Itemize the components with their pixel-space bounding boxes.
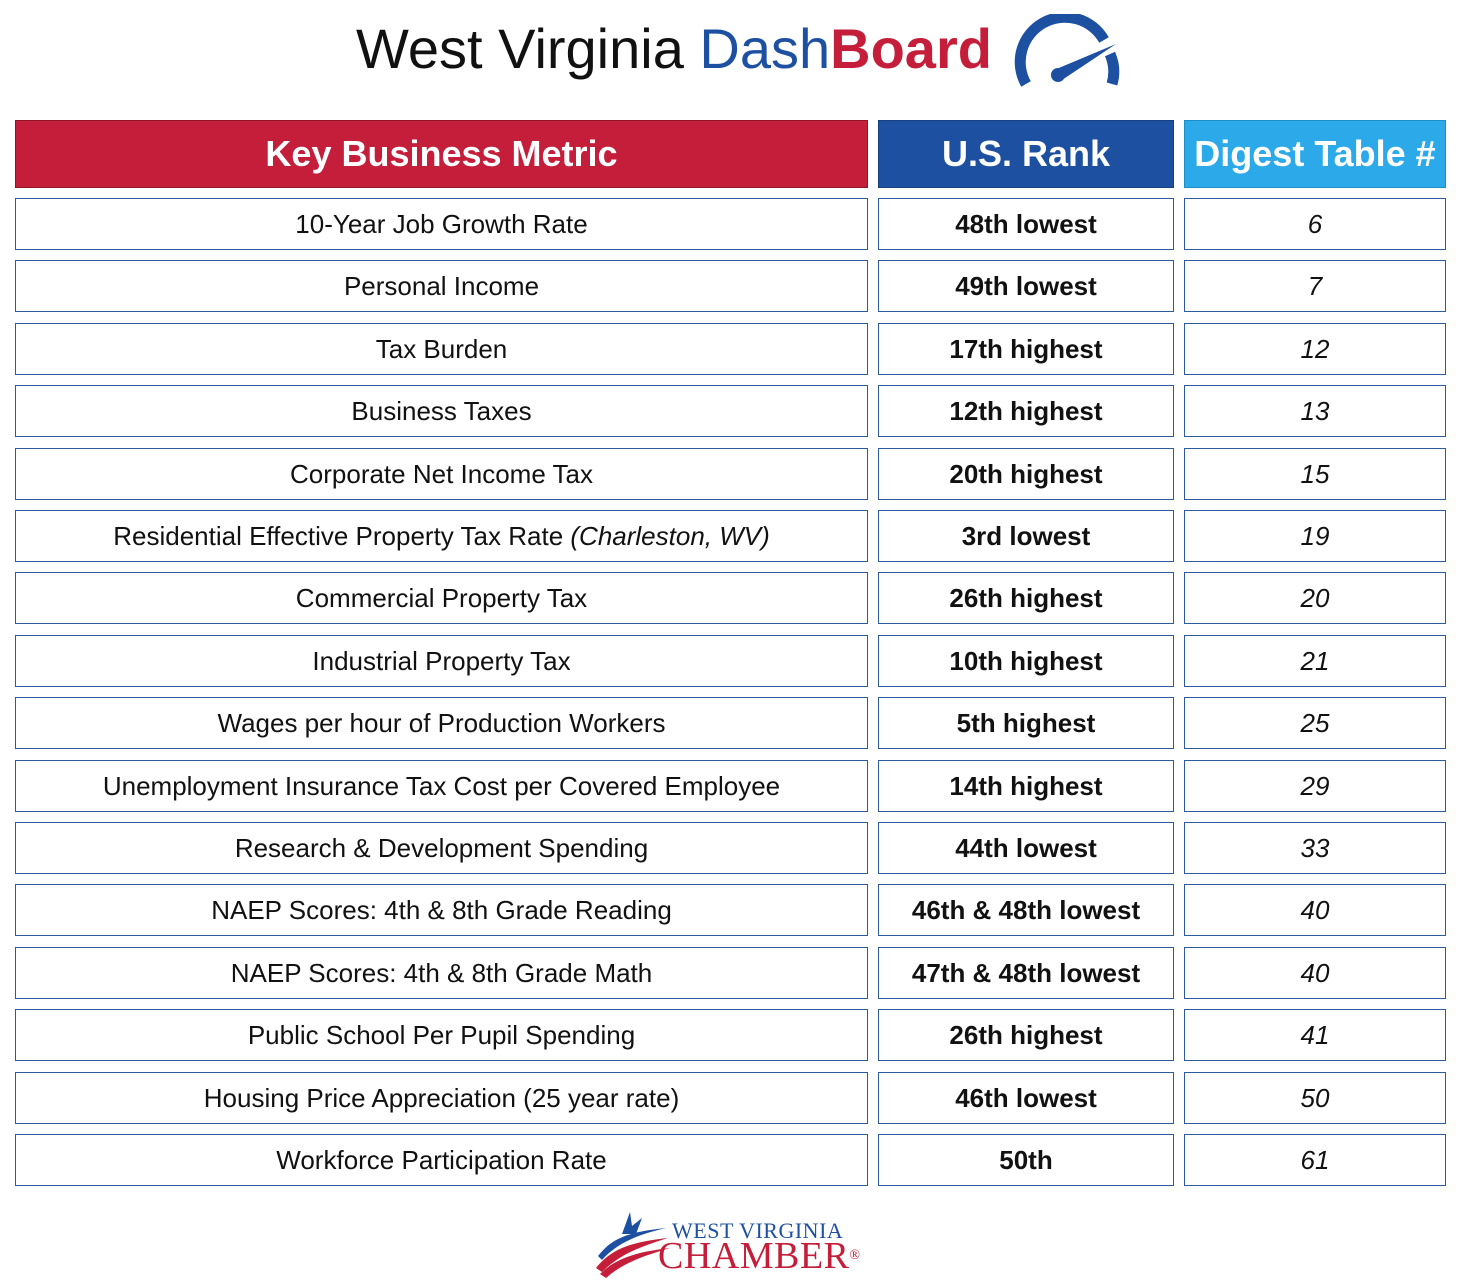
metric-label: Wages per hour of Production Workers bbox=[217, 707, 666, 738]
chamber-logo: WEST VIRGINIA CHAMBER® bbox=[592, 1208, 872, 1278]
rank-cell: 49th lowest bbox=[878, 260, 1174, 312]
rank-cell: 50th bbox=[878, 1134, 1174, 1186]
digest-table-cell: 61 bbox=[1184, 1134, 1446, 1186]
table-row: Residential Effective Property Tax Rate … bbox=[15, 510, 1446, 562]
logo-registered-mark: ® bbox=[849, 1248, 861, 1263]
metric-label: NAEP Scores: 4th & 8th Grade Math bbox=[230, 957, 653, 988]
metric-label: Personal Income bbox=[343, 270, 540, 301]
digest-table-cell: 25 bbox=[1184, 697, 1446, 749]
metric-cell: 10-Year Job Growth Rate bbox=[15, 198, 868, 250]
page-title: West Virginia DashBoard bbox=[356, 14, 992, 84]
rank-cell: 12th highest bbox=[878, 385, 1174, 437]
table-row: Wages per hour of Production Workers 5th … bbox=[15, 697, 1446, 749]
header-rank: U.S. Rank bbox=[878, 120, 1174, 188]
table-row: NAEP Scores: 4th & 8th Grade Reading 46th… bbox=[15, 884, 1446, 936]
rank-cell: 26th highest bbox=[878, 572, 1174, 624]
rank-cell: 48th lowest bbox=[878, 198, 1174, 250]
metric-label: Industrial Property Tax bbox=[312, 645, 571, 676]
digest-table-cell: 41 bbox=[1184, 1009, 1446, 1061]
table-row: Workforce Participation Rate 50th 61 bbox=[15, 1134, 1446, 1186]
header-digest-table: Digest Table # bbox=[1184, 120, 1446, 188]
rank-cell: 20th highest bbox=[878, 448, 1174, 500]
metric-cell: Workforce Participation Rate bbox=[15, 1134, 868, 1186]
digest-table-cell: 33 bbox=[1184, 822, 1446, 874]
table-row: Business Taxes 12th highest 13 bbox=[15, 385, 1446, 437]
metric-label: Research & Development Spending bbox=[234, 832, 649, 863]
rank-cell: 14th highest bbox=[878, 760, 1174, 812]
digest-table-cell: 15 bbox=[1184, 448, 1446, 500]
title-state: West Virginia bbox=[356, 17, 684, 80]
logo-chamber: CHAMBER® bbox=[658, 1236, 861, 1276]
digest-table-cell: 13 bbox=[1184, 385, 1446, 437]
metric-label: Workforce Participation Rate bbox=[276, 1144, 607, 1175]
metric-label: Unemployment Insurance Tax Cost per Cove… bbox=[102, 770, 781, 801]
metric-label: Residential Effective Property Tax Rate bbox=[113, 520, 564, 551]
logo-chamber-text: CHAMBER bbox=[658, 1235, 850, 1277]
table-row: Corporate Net Income Tax 20th highest 15 bbox=[15, 448, 1446, 500]
metric-cell: Housing Price Appreciation (25 year rate… bbox=[15, 1072, 868, 1124]
metric-cell: Residential Effective Property Tax Rate … bbox=[15, 510, 868, 562]
header-metric: Key Business Metric bbox=[15, 120, 868, 188]
table-row: Tax Burden 17th highest 12 bbox=[15, 323, 1446, 375]
table-row: NAEP Scores: 4th & 8th Grade Math 47th & … bbox=[15, 947, 1446, 999]
metric-cell: Industrial Property Tax bbox=[15, 635, 868, 687]
rank-cell: 26th highest bbox=[878, 1009, 1174, 1061]
digest-table-cell: 21 bbox=[1184, 635, 1446, 687]
table-row: Commercial Property Tax 26th highest 20 bbox=[15, 572, 1446, 624]
rank-cell: 3rd lowest bbox=[878, 510, 1174, 562]
metric-label: Tax Burden bbox=[375, 333, 508, 364]
title-bar: West Virginia DashBoard bbox=[0, 8, 1463, 92]
logo-west-virginia: WEST VIRGINIA bbox=[672, 1218, 844, 1243]
metric-label: Public School Per Pupil Spending bbox=[247, 1019, 636, 1050]
digest-table-cell: 6 bbox=[1184, 198, 1446, 250]
flag-swoosh-icon bbox=[596, 1212, 670, 1278]
title-board: Board bbox=[830, 17, 992, 80]
rank-cell: 46th lowest bbox=[878, 1072, 1174, 1124]
digest-table-cell: 20 bbox=[1184, 572, 1446, 624]
rank-cell: 44th lowest bbox=[878, 822, 1174, 874]
digest-table-cell: 40 bbox=[1184, 947, 1446, 999]
digest-table-cell: 7 bbox=[1184, 260, 1446, 312]
metric-cell: NAEP Scores: 4th & 8th Grade Reading bbox=[15, 884, 868, 936]
metric-label: 10-Year Job Growth Rate bbox=[295, 208, 588, 239]
digest-table-cell: 19 bbox=[1184, 510, 1446, 562]
table-row: Personal Income 49th lowest 7 bbox=[15, 260, 1446, 312]
metric-note: (Charleston, WV) bbox=[570, 520, 770, 551]
metric-cell: Wages per hour of Production Workers bbox=[15, 697, 868, 749]
table-header: Key Business Metric U.S. Rank Digest Tab… bbox=[15, 120, 1446, 188]
metric-cell: Research & Development Spending bbox=[15, 822, 868, 874]
table-row: Research & Development Spending 44th lowe… bbox=[15, 822, 1446, 874]
rank-cell: 17th highest bbox=[878, 323, 1174, 375]
table-row: Industrial Property Tax 10th highest 21 bbox=[15, 635, 1446, 687]
speedometer-gauge-icon bbox=[1014, 14, 1120, 87]
metric-cell: Public School Per Pupil Spending bbox=[15, 1009, 868, 1061]
metric-cell: Unemployment Insurance Tax Cost per Cove… bbox=[15, 760, 868, 812]
title-dash: Dash bbox=[699, 17, 831, 80]
rank-cell: 10th highest bbox=[878, 635, 1174, 687]
metric-label: Commercial Property Tax bbox=[295, 582, 588, 613]
metric-cell: Personal Income bbox=[15, 260, 868, 312]
metric-label: Business Taxes bbox=[351, 395, 532, 426]
table-row: 10-Year Job Growth Rate 48th lowest 6 bbox=[15, 198, 1446, 250]
digest-table-cell: 29 bbox=[1184, 760, 1446, 812]
digest-table-cell: 40 bbox=[1184, 884, 1446, 936]
table-row: Unemployment Insurance Tax Cost per Cove… bbox=[15, 760, 1446, 812]
metric-cell: Corporate Net Income Tax bbox=[15, 448, 868, 500]
table-row: Public School Per Pupil Spending 26th hig… bbox=[15, 1009, 1446, 1061]
metric-cell: Commercial Property Tax bbox=[15, 572, 868, 624]
metric-cell: Tax Burden bbox=[15, 323, 868, 375]
metric-cell: Business Taxes bbox=[15, 385, 868, 437]
metric-cell: NAEP Scores: 4th & 8th Grade Math bbox=[15, 947, 868, 999]
rank-cell: 47th & 48th lowest bbox=[878, 947, 1174, 999]
metric-label: Corporate Net Income Tax bbox=[290, 458, 593, 489]
digest-table-cell: 12 bbox=[1184, 323, 1446, 375]
table-row: Housing Price Appreciation (25 year rate… bbox=[15, 1072, 1446, 1124]
metric-label: NAEP Scores: 4th & 8th Grade Reading bbox=[211, 894, 672, 925]
metric-label: Housing Price Appreciation (25 year rate… bbox=[203, 1082, 680, 1113]
digest-table-cell: 50 bbox=[1184, 1072, 1446, 1124]
rank-cell: 5th highest bbox=[878, 697, 1174, 749]
rank-cell: 46th & 48th lowest bbox=[878, 884, 1174, 936]
